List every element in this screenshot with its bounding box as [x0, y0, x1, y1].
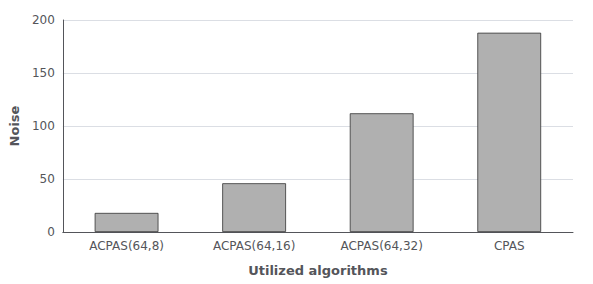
svg-text:100: 100 [32, 119, 55, 133]
svg-text:150: 150 [32, 66, 55, 80]
svg-text:Utilized algorithms: Utilized algorithms [248, 263, 388, 278]
svg-text:CPAS: CPAS [494, 239, 525, 253]
svg-text:ACPAS(64,16): ACPAS(64,16) [213, 239, 295, 253]
svg-text:ACPAS(64,8): ACPAS(64,8) [89, 239, 164, 253]
svg-text:Noise: Noise [7, 105, 22, 146]
svg-text:0: 0 [47, 225, 55, 239]
svg-text:ACPAS(64,32): ACPAS(64,32) [340, 239, 422, 253]
svg-text:50: 50 [40, 172, 55, 186]
svg-text:200: 200 [32, 13, 55, 27]
